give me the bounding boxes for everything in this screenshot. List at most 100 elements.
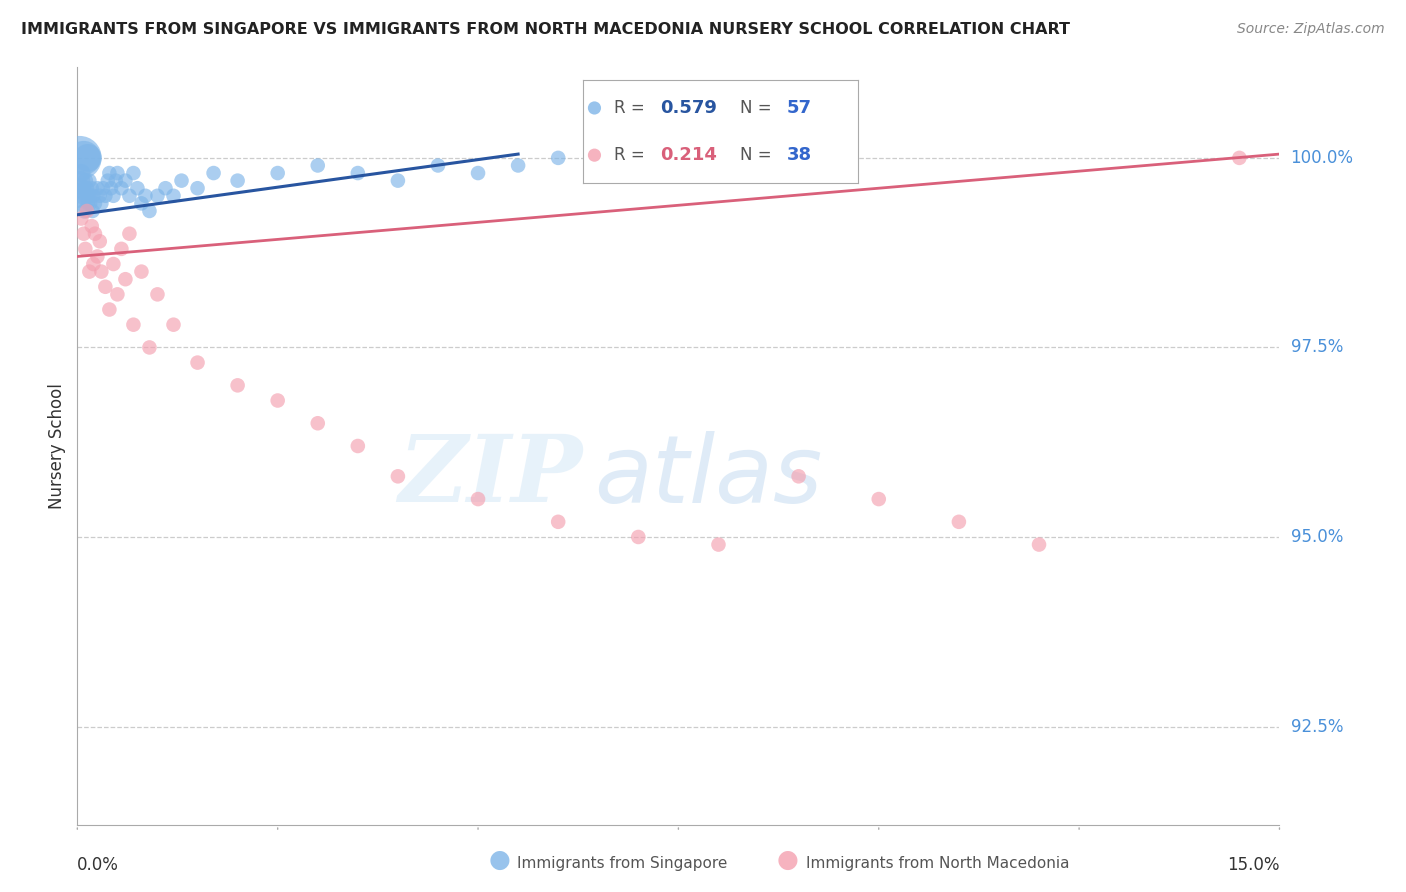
Point	[104, 174, 127, 188]
Point	[131, 265, 153, 279]
Point	[73, 151, 96, 165]
Point	[84, 196, 107, 211]
Point	[508, 159, 530, 173]
Point	[118, 227, 141, 241]
Point	[69, 174, 91, 188]
Point	[76, 151, 98, 165]
Point	[346, 166, 368, 180]
Point	[583, 148, 606, 162]
Point	[82, 257, 104, 271]
Point	[98, 302, 121, 317]
Text: 0.214: 0.214	[661, 146, 717, 164]
Point	[202, 166, 225, 180]
Point	[787, 469, 810, 483]
Point	[76, 196, 98, 211]
Point	[127, 181, 149, 195]
Point	[75, 189, 97, 203]
Text: 0.579: 0.579	[661, 99, 717, 117]
Point	[226, 378, 249, 392]
Text: ●: ●	[488, 848, 510, 872]
Point	[77, 189, 100, 203]
Point	[226, 174, 249, 188]
Point	[186, 181, 209, 195]
Point	[146, 189, 169, 203]
Point	[107, 166, 129, 180]
Text: 97.5%: 97.5%	[1291, 338, 1343, 357]
Point	[122, 318, 145, 332]
Point	[82, 189, 104, 203]
Point	[948, 515, 970, 529]
Point	[75, 242, 97, 256]
Point	[67, 189, 90, 203]
Point	[80, 181, 103, 195]
Point	[1028, 538, 1050, 552]
Text: Immigrants from Singapore: Immigrants from Singapore	[517, 855, 728, 871]
Point	[76, 204, 98, 219]
Point	[1229, 151, 1251, 165]
Point	[79, 196, 101, 211]
Point	[84, 227, 107, 241]
Point	[72, 196, 94, 211]
Point	[73, 181, 96, 195]
Text: R =: R =	[613, 146, 650, 164]
Point	[103, 257, 125, 271]
Point	[103, 189, 125, 203]
Point	[868, 492, 890, 507]
Text: N =: N =	[740, 99, 776, 117]
Text: Source: ZipAtlas.com: Source: ZipAtlas.com	[1237, 22, 1385, 37]
Point	[90, 196, 112, 211]
Point	[627, 530, 650, 544]
Point	[86, 181, 108, 195]
Point	[170, 174, 193, 188]
Point	[89, 189, 111, 203]
Point	[118, 189, 141, 203]
Point	[138, 204, 160, 219]
Point	[707, 538, 730, 552]
Point	[138, 341, 160, 355]
Point	[79, 265, 101, 279]
Point	[114, 174, 136, 188]
Point	[146, 287, 169, 301]
Point	[69, 151, 91, 165]
Point	[70, 166, 93, 180]
Text: ZIP: ZIP	[398, 432, 582, 521]
Point	[110, 242, 132, 256]
Text: R =: R =	[613, 99, 650, 117]
Text: 0.0%: 0.0%	[77, 855, 120, 873]
Text: IMMIGRANTS FROM SINGAPORE VS IMMIGRANTS FROM NORTH MACEDONIA NURSERY SCHOOL CORR: IMMIGRANTS FROM SINGAPORE VS IMMIGRANTS …	[21, 22, 1070, 37]
Point	[100, 181, 122, 195]
Text: atlas: atlas	[595, 431, 823, 522]
Text: 38: 38	[786, 146, 811, 164]
Text: 95.0%: 95.0%	[1291, 528, 1343, 546]
Point	[69, 181, 91, 195]
Point	[427, 159, 450, 173]
Point	[82, 204, 104, 219]
Point	[267, 393, 290, 408]
Point	[98, 166, 121, 180]
Point	[307, 417, 329, 431]
Point	[80, 219, 103, 234]
Text: 92.5%: 92.5%	[1291, 717, 1343, 736]
Point	[76, 181, 98, 195]
Point	[162, 189, 184, 203]
Point	[89, 235, 111, 249]
Point	[79, 174, 101, 188]
Point	[114, 272, 136, 286]
Point	[73, 204, 96, 219]
Point	[583, 101, 606, 115]
Point	[94, 189, 117, 203]
Point	[94, 280, 117, 294]
Point	[122, 166, 145, 180]
Point	[70, 211, 93, 226]
Point	[467, 492, 489, 507]
Y-axis label: Nursery School: Nursery School	[48, 383, 66, 509]
Point	[307, 159, 329, 173]
Point	[267, 166, 290, 180]
Point	[90, 265, 112, 279]
Text: ●: ●	[776, 848, 799, 872]
Text: Immigrants from North Macedonia: Immigrants from North Macedonia	[806, 855, 1069, 871]
Text: 57: 57	[786, 99, 811, 117]
Text: 15.0%: 15.0%	[1227, 855, 1279, 873]
Point	[107, 287, 129, 301]
Point	[75, 174, 97, 188]
